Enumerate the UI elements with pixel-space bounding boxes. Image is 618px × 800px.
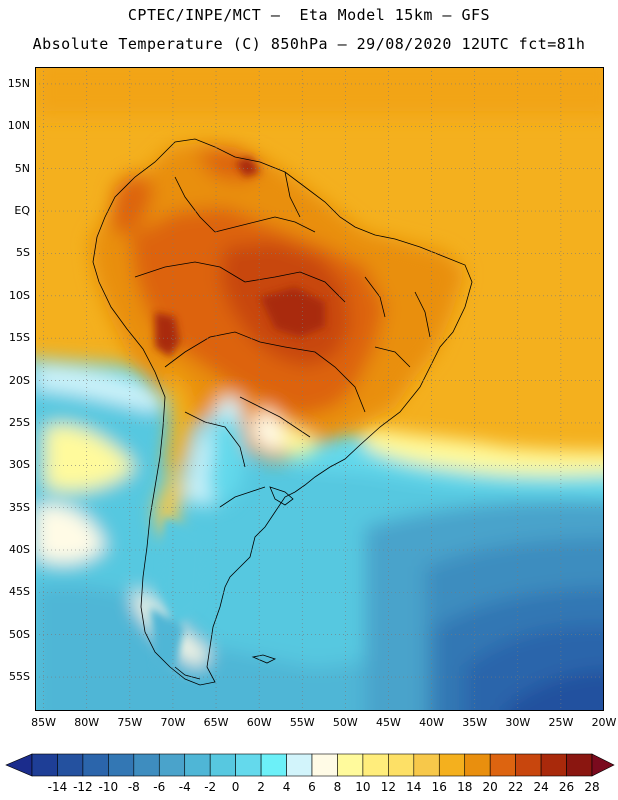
colorbar-swatch (464, 753, 491, 777)
latitude-label: 25S (9, 415, 30, 429)
colorbar-swatch (158, 753, 186, 777)
longitude-label: 80W (74, 716, 100, 729)
colorbar (5, 753, 615, 777)
longitude-label: 40W (419, 716, 444, 729)
longitude-label: 75W (117, 716, 143, 729)
latitude-label: 15N (7, 76, 30, 90)
longitude-label: 30W (505, 716, 531, 729)
colorbar-over-arrow (591, 753, 615, 777)
colorbar-label: 6 (308, 780, 316, 794)
longitude-label: 55W (289, 716, 315, 729)
colorbar-swatch (515, 753, 542, 777)
latitude-label: 55S (9, 670, 30, 684)
colorbar-label: 16 (431, 780, 447, 794)
colorbar-swatch (260, 753, 287, 777)
colorbar-swatch (489, 753, 516, 777)
longitude-label: 60W (246, 716, 272, 729)
colorbar-label: 20 (482, 780, 498, 794)
latitude-label: 10S (9, 288, 30, 302)
longitude-label: 70W (160, 716, 186, 729)
colorbar-label: -8 (127, 780, 140, 794)
grid-lines (35, 67, 604, 711)
colorbar-swatch (413, 753, 440, 777)
colorbar-label: -6 (153, 780, 166, 794)
latitude-label: 45S (9, 585, 30, 599)
map-panel (35, 67, 604, 711)
latitude-label: 10N (7, 119, 30, 133)
longitude-label: 20W (591, 716, 617, 729)
colorbar-swatch (311, 753, 338, 777)
colorbar-label: 8 (333, 780, 342, 794)
latitude-label: 30S (9, 458, 30, 472)
colorbar-label: -2 (204, 780, 217, 794)
colorbar-under-arrow (5, 753, 33, 777)
colorbar-swatch (133, 753, 160, 777)
colorbar-swatch (566, 753, 593, 777)
longitude-label: 45W (376, 716, 401, 729)
colorbar-swatch (31, 753, 58, 777)
colorbar-swatch (362, 753, 389, 777)
longitude-label: 25W (548, 716, 574, 729)
colorbar-swatch (235, 753, 262, 777)
colorbar-label: 14 (406, 780, 422, 794)
colorbar-label: 26 (558, 780, 575, 794)
colorbar-label: -10 (98, 780, 119, 794)
colorbar-label: 12 (380, 780, 396, 794)
latitude-label: 15S (9, 331, 30, 345)
colorbar-swatch (184, 753, 211, 777)
map-frame (35, 67, 604, 711)
colorbar-swatch (337, 753, 364, 777)
colorbar-label: -4 (178, 780, 191, 794)
temperature-field (35, 67, 604, 711)
longitude-label: 65W (203, 716, 229, 729)
colorbar-swatch (438, 753, 466, 777)
temperature-map (35, 67, 604, 711)
colorbar-swatch (388, 753, 415, 777)
latitude-label: 35S (9, 500, 30, 514)
latitude-label: 5N (14, 161, 30, 175)
colorbar-swatch (108, 753, 135, 777)
map-title-line2: Absolute Temperature (C) 850hPa – 29/08/… (32, 35, 586, 53)
colorbar-label: 18 (457, 780, 473, 794)
colorbar-label: 24 (533, 780, 549, 794)
latitude-label: EQ (14, 204, 30, 218)
latitude-label: 50S (9, 627, 30, 641)
longitude-label: 85W (31, 716, 57, 729)
longitude-label: 50W (332, 716, 358, 729)
colorbar-label: -14 (47, 780, 68, 794)
map-title-line1: CPTEC/INPE/MCT – Eta Model 15km – GFS (127, 6, 491, 24)
coastline-borders (92, 138, 473, 686)
colorbar-label: 28 (584, 780, 600, 794)
colorbar-label: 2 (257, 780, 265, 794)
colorbar-label: 10 (355, 780, 371, 794)
colorbar-label: 4 (282, 780, 291, 794)
latitude-label: 40S (9, 543, 30, 556)
colorbar-swatch (540, 753, 567, 777)
colorbar-swatch (82, 753, 109, 777)
colorbar-label: -12 (73, 780, 93, 794)
latitude-label: 5S (16, 246, 30, 260)
colorbar-swatch (286, 753, 313, 777)
colorbar-swatch (209, 753, 236, 777)
colorbar-swatch (57, 753, 84, 777)
longitude-label: 35W (462, 716, 488, 729)
colorbar-label: 22 (507, 780, 524, 794)
latitude-label: 20S (9, 373, 30, 387)
colorbar-label: 0 (231, 780, 240, 794)
